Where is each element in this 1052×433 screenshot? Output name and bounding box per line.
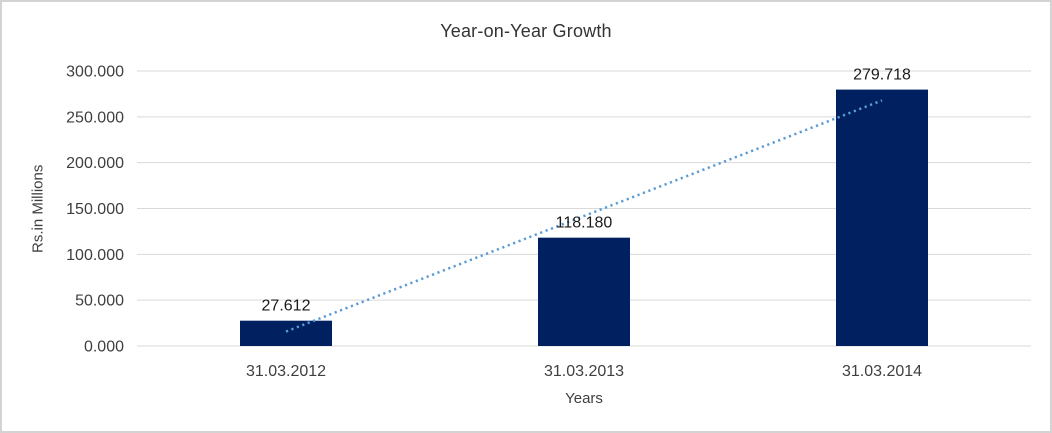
x-axis-title: Years — [565, 390, 603, 407]
bar — [836, 89, 928, 347]
bar — [538, 237, 630, 346]
x-category-label: 31.03.2013 — [544, 363, 624, 380]
bar-value-label: 27.612 — [262, 298, 311, 315]
y-tick-label: 100.000 — [66, 247, 124, 264]
y-tick-label: 150.000 — [66, 201, 124, 218]
bar — [240, 320, 332, 346]
bar-value-label: 279.718 — [853, 67, 911, 84]
x-category-label: 31.03.2012 — [246, 363, 326, 380]
y-tick-label: 0.000 — [84, 339, 124, 356]
y-tick-label: 50.000 — [75, 293, 124, 310]
y-tick-label: 300.000 — [66, 64, 124, 81]
chart-title: Year-on-Year Growth — [440, 21, 612, 41]
x-category-label: 31.03.2014 — [842, 363, 922, 380]
y-tick-label: 250.000 — [66, 109, 124, 126]
trendline — [285, 99, 883, 333]
y-axis-title: Rs.in Millions — [29, 164, 47, 253]
y-tick-label: 200.000 — [66, 155, 124, 172]
bar-value-label: 118.180 — [556, 215, 613, 232]
plot-area: 0.000 50.000 100.000 150.000 200.000 250.000 3… — [66, 64, 1031, 380]
